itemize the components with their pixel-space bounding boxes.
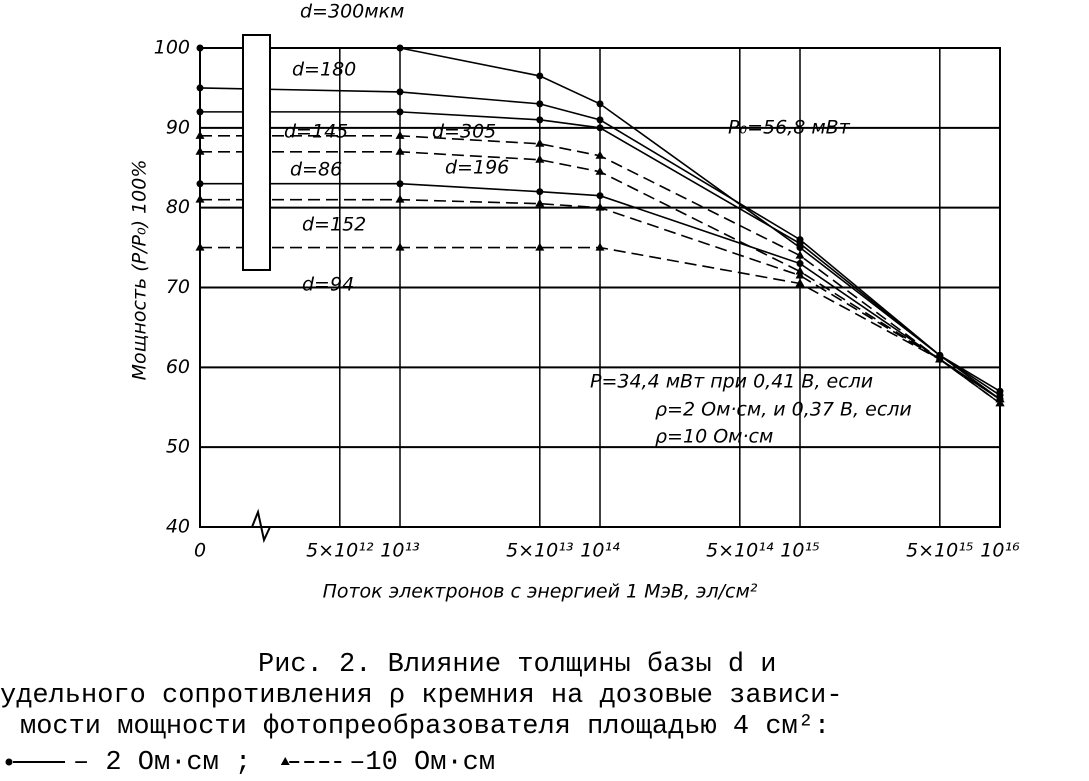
annotation: ρ=2 Ом·см, и 0,37 В, если bbox=[655, 399, 912, 421]
point bbox=[280, 757, 290, 765]
series-label: d=305 bbox=[432, 121, 496, 143]
y-tick-label: 70 bbox=[166, 276, 190, 298]
x-tick-label: 5×10¹⁵ bbox=[906, 540, 973, 562]
point bbox=[536, 116, 544, 124]
series-label: d=86 bbox=[290, 159, 342, 181]
point bbox=[795, 278, 805, 287]
series-label: d=145 bbox=[284, 121, 348, 143]
point bbox=[396, 88, 404, 96]
series-label: d=196 bbox=[445, 157, 509, 179]
point bbox=[5, 758, 13, 766]
point bbox=[195, 194, 205, 203]
point bbox=[935, 354, 945, 363]
point bbox=[796, 260, 804, 268]
point bbox=[196, 44, 204, 52]
point bbox=[395, 194, 405, 203]
point bbox=[795, 270, 805, 279]
y-tick-label: 50 bbox=[166, 436, 190, 458]
point bbox=[535, 138, 545, 147]
series-label: d=180 bbox=[292, 59, 356, 81]
legend-label: – 2 Ом·см ; bbox=[73, 748, 251, 778]
caption-line: мости мощности фотопреобразователя площа… bbox=[20, 712, 830, 742]
point bbox=[596, 100, 604, 108]
point bbox=[395, 130, 405, 139]
series-label: d=94 bbox=[302, 274, 354, 296]
legend-label: –10 Ом·см bbox=[349, 748, 495, 778]
x-tick-label: 10¹⁴ bbox=[580, 540, 620, 562]
point bbox=[196, 84, 204, 92]
point bbox=[536, 188, 544, 196]
series-label: d=300мкм bbox=[300, 1, 404, 23]
x-tick-label: 0 bbox=[194, 540, 206, 562]
x-axis-label: Поток электронов с энергией 1 МэВ, эл/см… bbox=[323, 581, 758, 603]
annotation: P₀=56,8 мВт bbox=[728, 117, 851, 139]
point bbox=[535, 154, 545, 163]
axis-break-zigzag bbox=[243, 508, 271, 544]
point bbox=[596, 124, 604, 132]
x-tick-label: 5×10¹² bbox=[306, 540, 374, 562]
x-tick-label: 10¹⁶ bbox=[980, 540, 1020, 562]
x-tick-label: 5×10¹⁴ bbox=[706, 540, 774, 562]
point bbox=[196, 108, 204, 116]
y-tick-label: 90 bbox=[166, 116, 190, 138]
point bbox=[395, 242, 405, 251]
point bbox=[196, 180, 204, 188]
y-tick-label: 40 bbox=[166, 516, 190, 538]
x-tick-label: 5×10¹³ bbox=[506, 540, 573, 562]
annotation: ρ=10 Ом·см bbox=[655, 426, 773, 448]
point bbox=[995, 398, 1005, 407]
point bbox=[195, 146, 205, 155]
point bbox=[595, 150, 605, 159]
point bbox=[595, 242, 605, 251]
point bbox=[796, 240, 804, 248]
caption-line: Рис. 2. Влияние толщины базы d и bbox=[258, 650, 776, 680]
point bbox=[396, 108, 404, 116]
point bbox=[595, 166, 605, 175]
point bbox=[596, 192, 604, 200]
point bbox=[195, 242, 205, 251]
y-axis-label: Мощность (P/P₀) 100% bbox=[129, 160, 151, 381]
annotation: P=34,4 мВт при 0,41 В, если bbox=[590, 371, 873, 393]
point bbox=[536, 72, 544, 80]
y-tick-label: 60 bbox=[166, 356, 190, 378]
point bbox=[395, 146, 405, 155]
point bbox=[535, 198, 545, 207]
point bbox=[536, 100, 544, 108]
x-tick-label: 10¹³ bbox=[380, 540, 419, 562]
x-tick-label: 10¹⁵ bbox=[780, 540, 819, 562]
caption-line: удельного сопротивления ρ кремния на доз… bbox=[0, 681, 843, 711]
point bbox=[396, 44, 404, 52]
point bbox=[596, 116, 604, 124]
point bbox=[795, 250, 805, 259]
point bbox=[396, 180, 404, 188]
point bbox=[595, 202, 605, 211]
series-label: d=152 bbox=[302, 214, 366, 236]
point bbox=[195, 130, 205, 139]
y-tick-label: 80 bbox=[166, 196, 190, 218]
axis-break bbox=[242, 34, 271, 271]
y-tick-label: 100 bbox=[154, 37, 190, 59]
point bbox=[535, 242, 545, 251]
plot-frame bbox=[199, 47, 1001, 528]
